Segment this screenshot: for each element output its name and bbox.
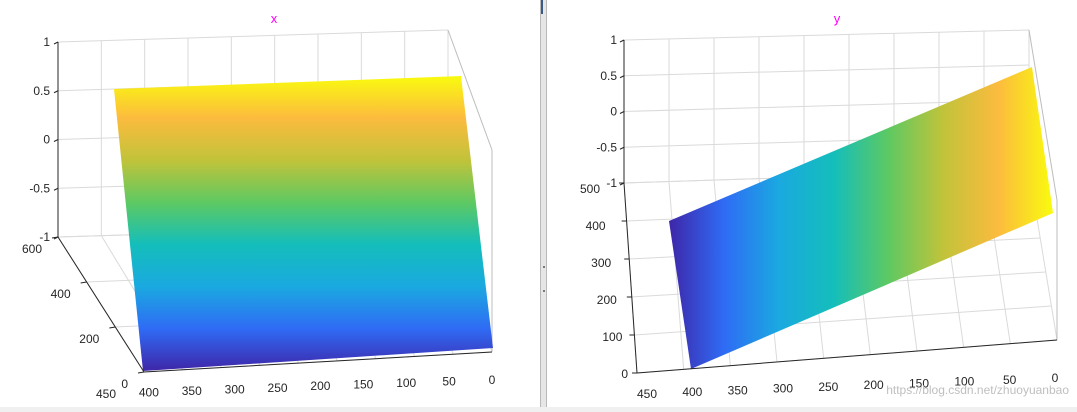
x-tick-label: 0 [1052, 371, 1059, 385]
x-tick-label: 0 [489, 373, 496, 387]
x-tick-label: 350 [728, 383, 748, 397]
z-tick-mark [53, 139, 59, 142]
gridline-z [623, 64, 1030, 77]
z-tick-mark [53, 90, 59, 94]
x-tick-label: 400 [139, 385, 159, 399]
z-tick-mark [619, 39, 625, 43]
surface-y [669, 67, 1053, 369]
z-tick-label: -0.5 [29, 181, 50, 195]
y-tick-label: 200 [597, 293, 617, 307]
x-tick-label: 150 [353, 378, 373, 392]
y-tick-label: 0 [121, 377, 128, 391]
x-tick-label: 200 [310, 379, 330, 393]
x-tick-label: 450 [637, 387, 657, 401]
gridline-x-floor [668, 181, 685, 370]
z-tick-mark [53, 187, 59, 191]
surface-x [114, 76, 493, 371]
z-tick-mark [619, 75, 625, 79]
figure-divider[interactable] [540, 0, 547, 407]
y-tick-label: 200 [79, 332, 99, 346]
figure-y: 1 0.5 0 -0.5 -1 500 400 300 200 100 0 450 400 350 300 2… [547, 0, 1077, 407]
y-tick-mark [137, 371, 145, 374]
y-tick-mark [109, 326, 116, 329]
x-tick-label: 100 [396, 376, 416, 390]
figure-x: 1 0.5 0 -0.5 -1 600 400 200 0 450 400 350 300 250 200 1… [0, 0, 540, 407]
y-tick-label: 400 [51, 287, 71, 301]
z-tick-label: -0.5 [596, 140, 617, 154]
z-tick-label: 0 [610, 105, 617, 119]
y-tick-mark [80, 281, 87, 284]
x-tick-label: 300 [225, 382, 245, 396]
x-axis-line [636, 339, 1058, 374]
x-axis-line [143, 351, 493, 373]
z-tick-label: 1 [610, 33, 617, 47]
z-tick-label: -1 [606, 176, 617, 190]
x-tick-label: 250 [818, 380, 838, 394]
z-tick-label: 0 [43, 133, 50, 147]
y-tick-label: 0 [621, 367, 628, 381]
y-axis-line [57, 236, 145, 373]
y-tick-label: 600 [22, 242, 42, 256]
x-tick-label: 200 [864, 378, 884, 392]
gridline-z [57, 29, 449, 43]
z-tick-label: -1 [39, 230, 50, 244]
z-tick-mark [619, 111, 625, 114]
z-tick-label: 0.5 [33, 84, 50, 98]
z-tick-mark [619, 146, 625, 150]
box-edge [1028, 29, 1058, 201]
x-tick-label: 50 [442, 375, 456, 389]
plot-title-x: x [271, 11, 278, 26]
box-edge [447, 29, 493, 151]
y-tick-label: 100 [602, 330, 622, 344]
plot-title-y: y [834, 11, 841, 26]
x-tick-label: 450 [96, 387, 116, 401]
y-tick-label: 500 [580, 182, 600, 196]
z-tick-label: 1 [43, 35, 50, 49]
x-tick-label: 100 [954, 375, 974, 389]
gridline-z [623, 29, 1030, 41]
x-tick-label: 400 [682, 385, 702, 399]
z-tick-label: 0.5 [600, 69, 617, 83]
x-tick-label: 300 [773, 382, 793, 396]
x-tick-label: 250 [268, 381, 288, 395]
x-tick-label: 50 [1003, 373, 1017, 387]
y-axis-line [623, 182, 638, 374]
z-tick-mark [53, 41, 59, 45]
x-tick-label: 350 [182, 384, 202, 398]
y-tick-label: 400 [586, 219, 606, 233]
y-tick-mark [51, 236, 59, 239]
y-tick-label: 300 [591, 256, 611, 270]
watermark-text: https://blog.csdn.net/zhuoyuanbao [886, 383, 1069, 397]
x-tick-label: 150 [909, 376, 929, 390]
